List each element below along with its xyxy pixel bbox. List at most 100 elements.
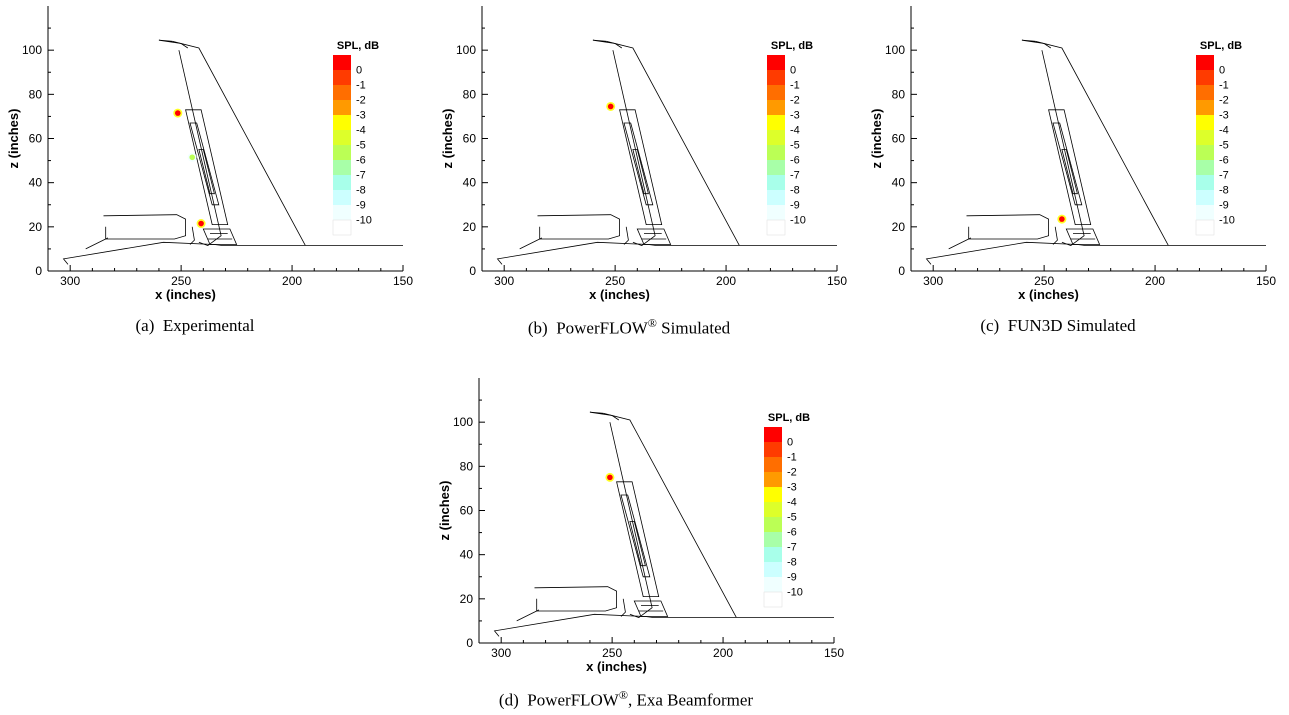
- legend-label: -8: [787, 557, 797, 569]
- x-tick-label: 250: [602, 646, 622, 660]
- x-tick-label: 250: [605, 274, 625, 288]
- legend-swatch: [1196, 205, 1214, 220]
- flap-inner-2: [632, 149, 649, 195]
- noise-source: [189, 154, 196, 161]
- gear-strut: [1052, 226, 1058, 245]
- panel-c: 0 20 40 60 80 100 300 250 200 150 x (inches) z (inc…: [863, 0, 1276, 335]
- legend-swatch: [764, 457, 782, 472]
- legend-label: -2: [1219, 95, 1229, 107]
- legend-swatch: [764, 442, 782, 457]
- caption-text: PowerFLOW: [527, 690, 619, 710]
- legend-swatch: [1196, 190, 1214, 205]
- legend-label: -8: [356, 185, 366, 197]
- legend-swatch: [767, 115, 785, 130]
- legend-swatch: [1196, 70, 1214, 85]
- x-axis-title: x (inches): [1018, 287, 1079, 302]
- landing-gear: [636, 228, 672, 245]
- legend-swatch: [333, 160, 351, 175]
- wing-leading-edge: [172, 40, 306, 246]
- legend-label: -10: [356, 215, 372, 227]
- y-tick-label: 100: [456, 43, 476, 57]
- legend-label: -6: [1219, 155, 1229, 167]
- legend-swatch: [333, 115, 351, 130]
- x-tick-label: 150: [1256, 274, 1276, 288]
- legend-swatch: [767, 55, 785, 70]
- legend-label: -10: [790, 215, 806, 227]
- y-tick-label: 20: [460, 592, 474, 606]
- flap: [616, 481, 660, 597]
- noise-source: [174, 110, 181, 116]
- legend-swatch: [767, 85, 785, 100]
- legend-swatch: [767, 160, 785, 175]
- legend-swatch: [764, 502, 782, 517]
- legend-title: SPL, dB: [337, 40, 379, 52]
- y-tick-label: 40: [460, 548, 474, 562]
- caption-d: (d) PowerFLOW®, Exa Beamformer: [431, 688, 821, 711]
- legend-swatch: [764, 562, 782, 577]
- noise-source: [607, 103, 614, 110]
- pylon: [948, 237, 972, 250]
- legend-label: 0: [787, 437, 793, 449]
- legend-label: -9: [356, 200, 366, 212]
- y-tick-label: 0: [469, 264, 476, 278]
- aircraft-outline: [62, 39, 403, 265]
- y-tick-label: 60: [29, 132, 43, 146]
- legend-swatch: [1196, 100, 1214, 115]
- y-tick-label: 20: [463, 220, 477, 234]
- y-tick-label: 40: [463, 176, 477, 190]
- wing-tip: [589, 411, 620, 421]
- nacelle: [966, 214, 1049, 240]
- legend-swatch: [332, 219, 352, 236]
- legend-swatch: [767, 175, 785, 190]
- legend-label: -10: [1219, 215, 1235, 227]
- wing-trailing-edge: [609, 422, 653, 619]
- y-tick-label: 0: [466, 636, 473, 650]
- y-tick-label: 60: [460, 504, 474, 518]
- legend-swatch: [1196, 55, 1214, 70]
- fuselage-line: [925, 241, 1266, 265]
- legend-label: -6: [790, 155, 800, 167]
- legend-title: SPL, dB: [1200, 40, 1242, 52]
- caption-a: (a) Experimental: [0, 316, 390, 336]
- legend-swatch: [767, 190, 785, 205]
- legend-label: 0: [1219, 65, 1225, 77]
- legend-label: -9: [787, 572, 797, 584]
- legend-label: -9: [1219, 200, 1229, 212]
- wing-leading-edge: [1035, 40, 1169, 246]
- caption-label: (b): [527, 318, 548, 338]
- x-tick-label: 300: [494, 274, 514, 288]
- x-axis-title: x (inches): [586, 659, 647, 674]
- legend-swatch: [767, 130, 785, 145]
- nacelle: [103, 214, 186, 240]
- caption-label: (c): [980, 316, 1000, 335]
- caption-b: (b) PowerFLOW® Simulated: [434, 316, 824, 339]
- x-tick-label: 250: [171, 274, 191, 288]
- plot-a: 0 20 40 60 80 100 300 250 200 150 x (inches) z (inc…: [6, 6, 413, 302]
- legend-label: -1: [790, 80, 800, 92]
- legend-label: -1: [1219, 80, 1229, 92]
- y-tick-label: 40: [29, 176, 43, 190]
- legend-label: -7: [790, 170, 800, 182]
- caption-text: Experimental: [162, 316, 255, 335]
- pylon: [516, 609, 540, 622]
- legend-swatch: [767, 145, 785, 160]
- x-tick-label: 250: [1034, 274, 1054, 288]
- flap-inner-1: [1052, 122, 1083, 206]
- caption-after: Simulated: [661, 318, 731, 338]
- legend-label: -5: [787, 512, 797, 524]
- y-tick-label: 20: [892, 220, 906, 234]
- legend-swatch: [764, 517, 782, 532]
- wing-leading-edge: [606, 40, 740, 246]
- legend-swatch: [1195, 219, 1215, 236]
- flap-inner-1: [189, 122, 220, 206]
- legend-label: -3: [790, 110, 800, 122]
- y-tick-label: 80: [460, 459, 474, 473]
- legend-swatch: [1196, 145, 1214, 160]
- flap-inner-2: [629, 521, 646, 567]
- nacelle: [534, 586, 617, 612]
- wing-tip: [158, 39, 189, 49]
- legend-label: -3: [1219, 110, 1229, 122]
- y-axis-title: z (inches): [437, 481, 452, 541]
- wing-tip: [1021, 39, 1052, 49]
- wing-trailing-edge: [612, 50, 656, 247]
